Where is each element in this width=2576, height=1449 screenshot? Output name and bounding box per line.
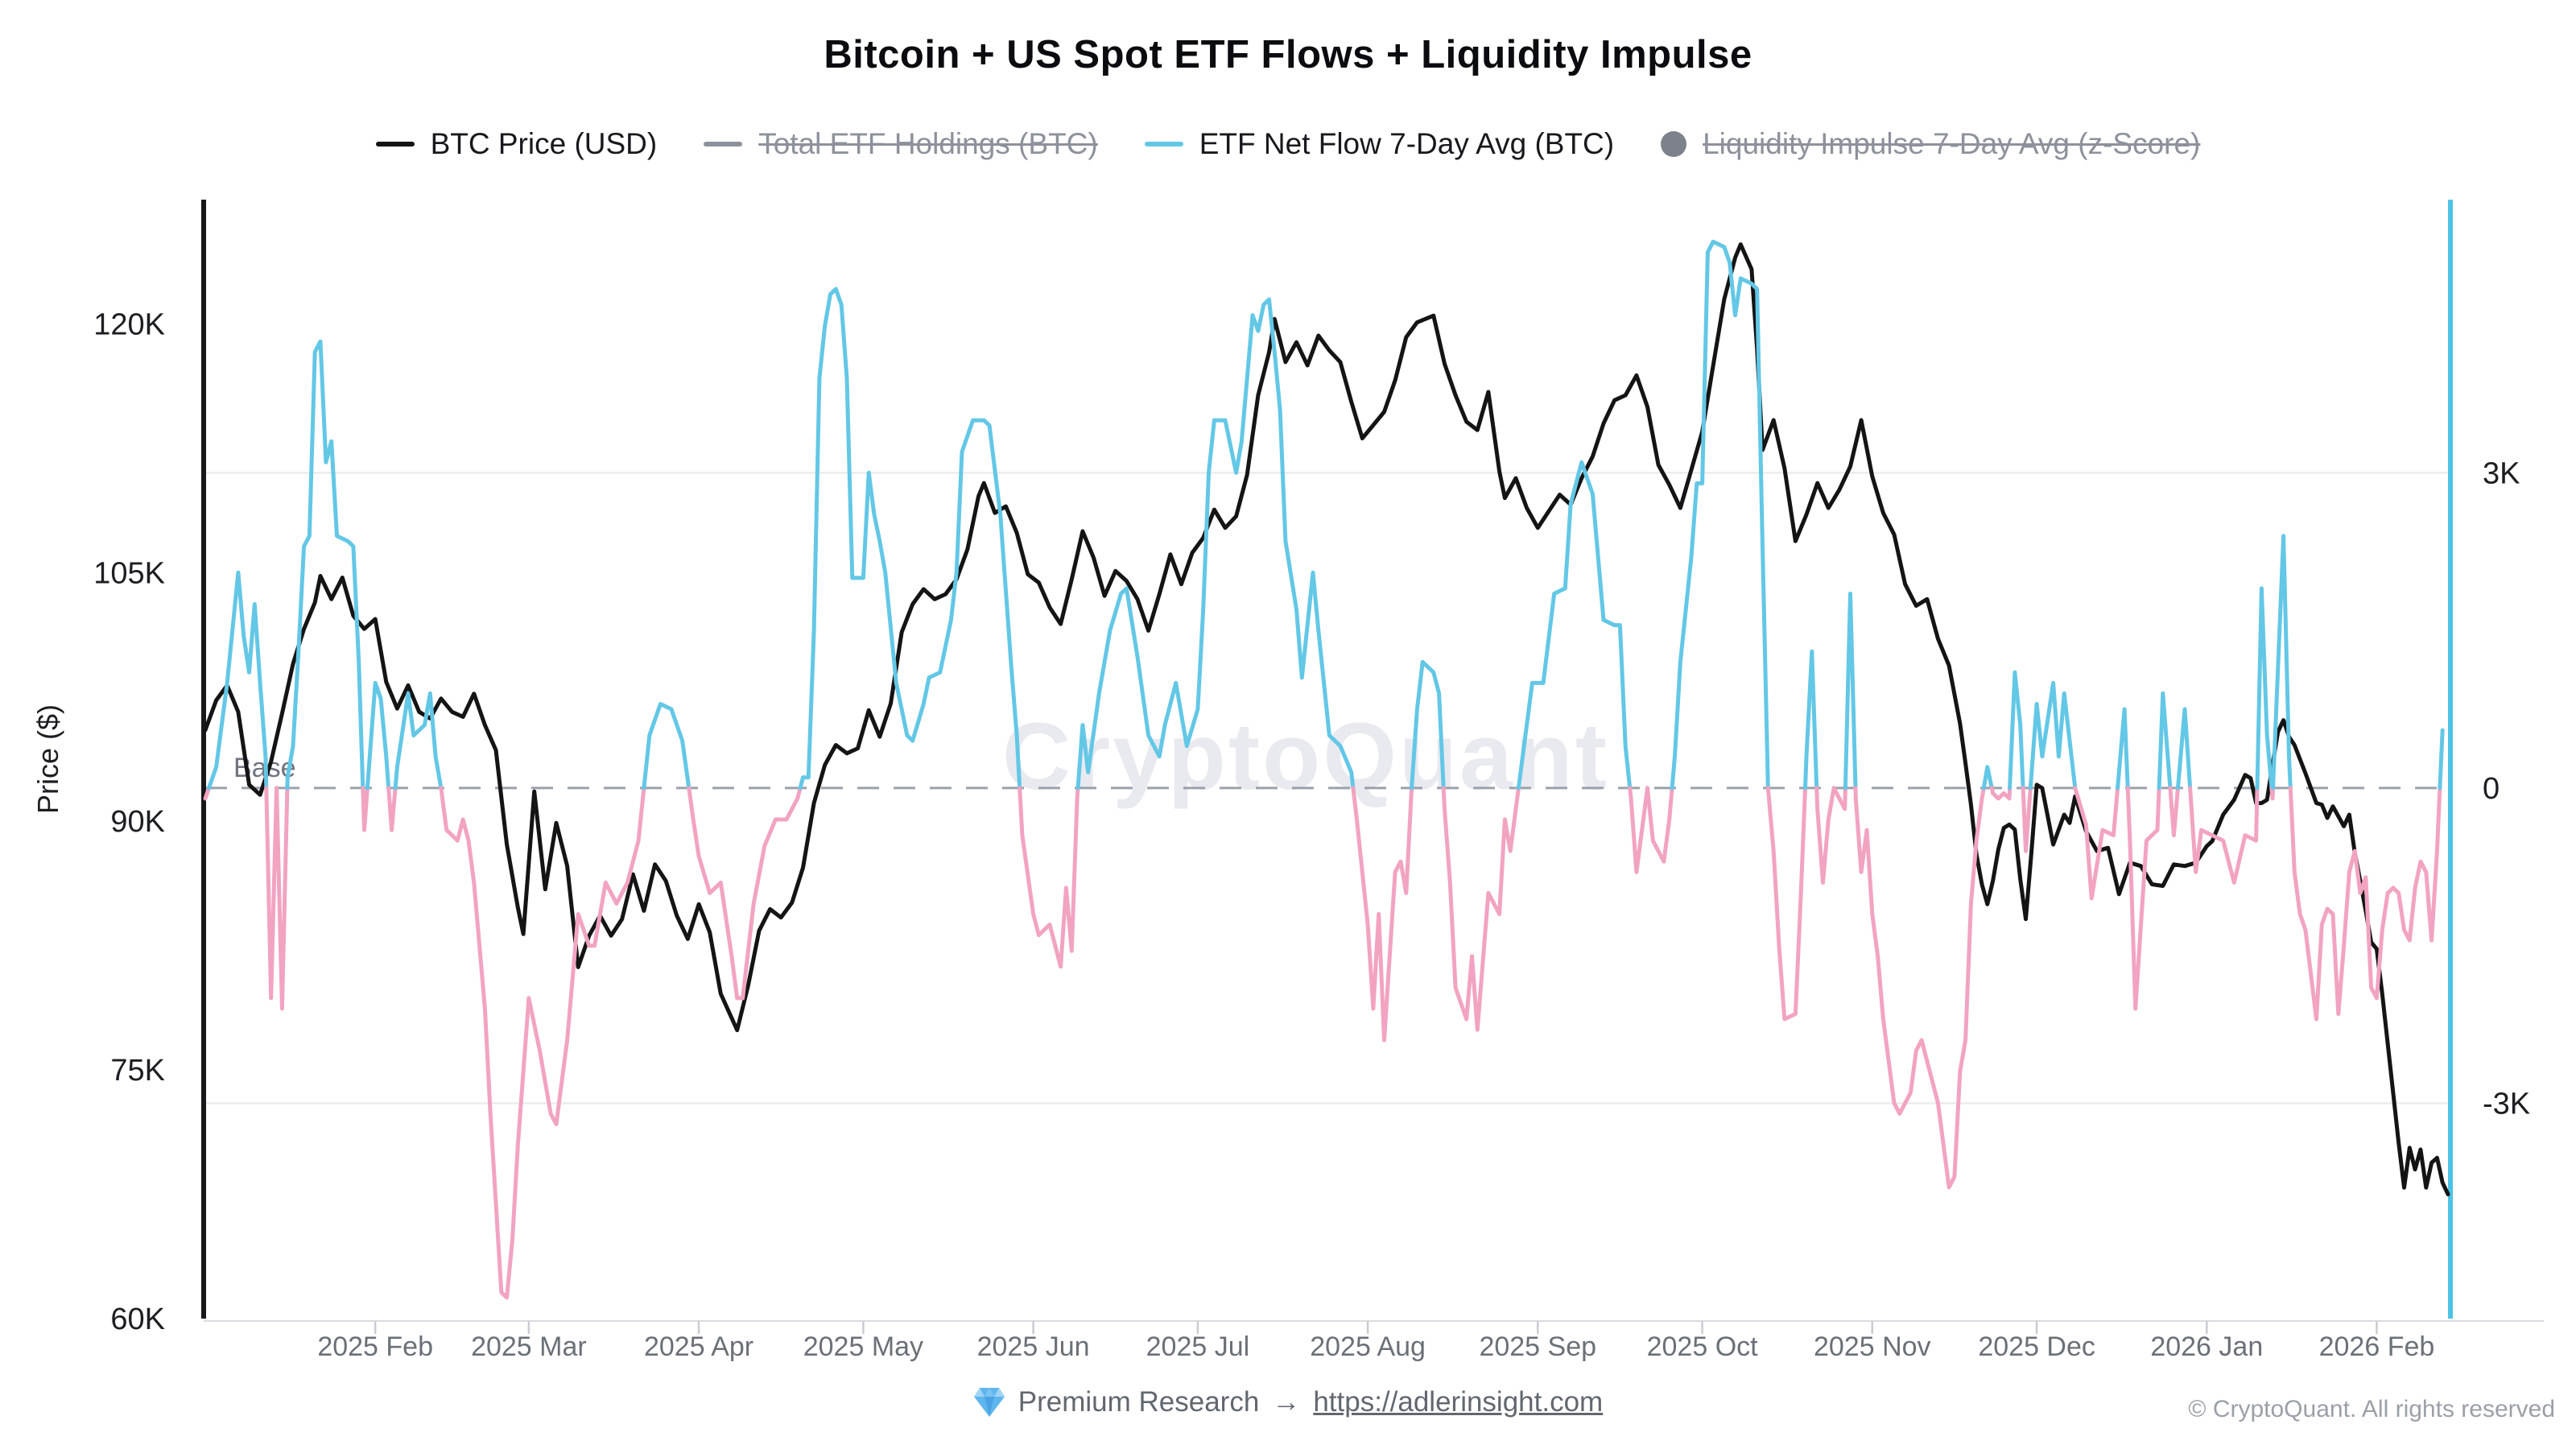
svg-text:2025 May: 2025 May [803,1331,923,1362]
footer-text: Premium Research [1018,1386,1260,1418]
legend-item-liquidity-impulse[interactable]: Liquidity Impulse 7-Day Avg (z-Score) [1661,127,2200,161]
gem-icon [973,1388,1005,1417]
footer-arrow-icon: → [1272,1386,1301,1418]
svg-text:2025 Jul: 2025 Jul [1146,1331,1250,1362]
footer-link[interactable]: https://adlerinsight.com [1313,1386,1604,1418]
svg-text:60K: 60K [110,1302,165,1336]
svg-text:90K: 90K [110,805,165,839]
svg-text:2026 Feb: 2026 Feb [2319,1331,2435,1362]
svg-text:2025 Sep: 2025 Sep [1479,1331,1596,1362]
legend-item-total-etf-holdings[interactable]: Total ETF Holdings (BTC) [704,127,1098,161]
svg-text:75K: 75K [110,1054,165,1088]
legend-item-btc-price[interactable]: BTC Price (USD) [375,127,658,161]
etf-net-flow-swatch-icon [1144,142,1183,147]
svg-text:2025 Dec: 2025 Dec [1978,1331,2095,1362]
legend-label: BTC Price (USD) [430,127,658,160]
svg-text:2025 Jun: 2025 Jun [977,1331,1090,1362]
svg-text:2025 Feb: 2025 Feb [317,1331,433,1362]
legend-item-etf-net-flow[interactable]: ETF Net Flow 7-Day Avg (BTC) [1144,127,1615,161]
liquidity-impulse-swatch-icon [1661,131,1687,157]
svg-text:3K: 3K [2483,456,2520,490]
footer: Premium Research → https://adlerinsight.… [0,1386,2576,1418]
legend-label: ETF Net Flow 7-Day Avg (BTC) [1199,127,1615,160]
svg-text:2025 Oct: 2025 Oct [1647,1331,1759,1362]
btc-price-swatch-icon [375,142,415,147]
axes [201,200,2544,1334]
svg-text:120K: 120K [93,308,165,341]
legend-label: Liquidity Impulse 7-Day Avg (z-Score) [1703,127,2201,160]
legend-label: Total ETF Holdings (BTC) [758,127,1098,160]
svg-text:105K: 105K [93,556,165,590]
svg-text:-3K: -3K [2483,1087,2530,1121]
watermark: CryptoQuant [1002,704,1609,810]
svg-text:0: 0 [2483,772,2500,806]
svg-text:2025 Aug: 2025 Aug [1310,1331,1426,1362]
chart-legend: BTC Price (USD) Total ETF Holdings (BTC)… [0,127,2576,161]
svg-text:Price ($): Price ($) [31,704,64,814]
svg-text:2026 Jan: 2026 Jan [2150,1331,2263,1362]
svg-text:2025 Apr: 2025 Apr [644,1331,753,1362]
page-title: Bitcoin + US Spot ETF Flows + Liquidity … [824,33,1752,76]
copyright-notice: © CryptoQuant. All rights reserved [2188,1396,2555,1422]
axis-labels: 60K 75K 90K 105K 120K 3K 0 -3K 2025 Feb 2025 Mar 2… [31,308,2530,1362]
series-lines [203,239,2450,1300]
etf-holdings-swatch-icon [704,142,743,147]
svg-text:2025 Nov: 2025 Nov [1814,1331,1931,1362]
svg-text:2025 Mar: 2025 Mar [471,1331,587,1362]
